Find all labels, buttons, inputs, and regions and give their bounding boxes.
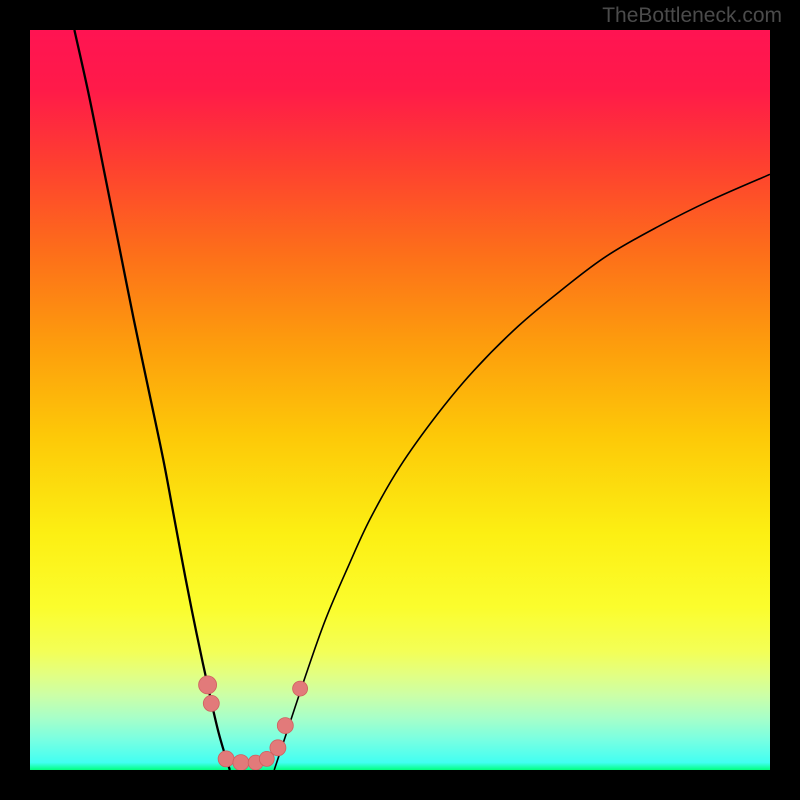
marker-point: [203, 695, 219, 711]
curve-left: [74, 30, 229, 770]
curve-right: [274, 174, 770, 770]
plot-area: [30, 30, 770, 770]
watermark: TheBottleneck.com: [602, 4, 782, 28]
marker-point: [199, 676, 217, 694]
marker-point: [270, 740, 286, 756]
marker-point: [293, 681, 308, 696]
marker-point: [277, 718, 293, 734]
markers-group: [199, 676, 308, 770]
chart-curves: [30, 30, 770, 770]
marker-point: [233, 755, 249, 770]
marker-point: [218, 751, 234, 767]
